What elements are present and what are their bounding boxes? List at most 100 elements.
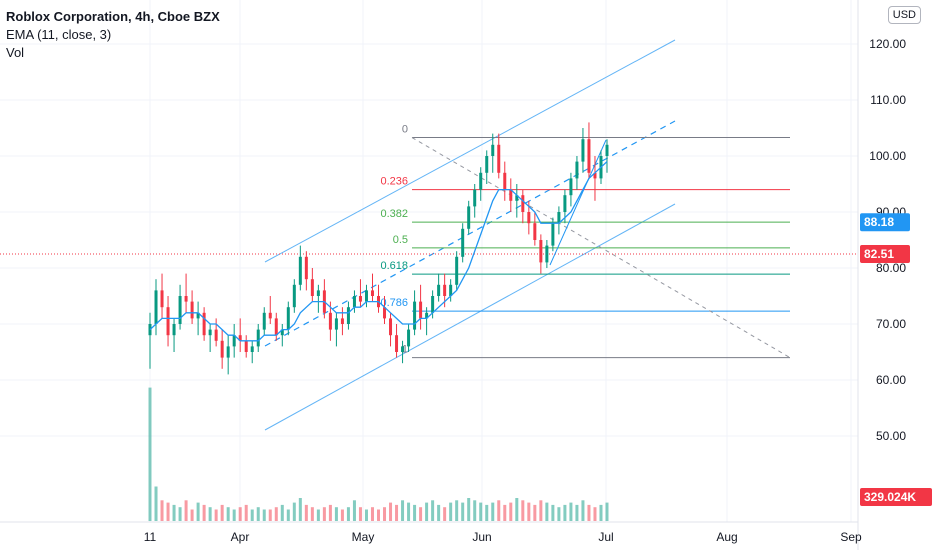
volume-bar xyxy=(497,500,501,521)
candle-body xyxy=(268,312,272,319)
candle-body xyxy=(364,290,368,302)
candle-body xyxy=(461,228,465,257)
price-badge-label: 88.18 xyxy=(864,215,894,229)
chart-legend: Roblox Corporation, 4h, Cboe BZX EMA (11… xyxy=(6,8,220,62)
volume-bar xyxy=(178,507,182,521)
candle-body xyxy=(190,301,194,319)
volume-bar xyxy=(551,504,555,521)
trend-channel-line[interactable] xyxy=(264,203,676,431)
volume-bar xyxy=(298,498,302,521)
fib-level-label: 0.382 xyxy=(380,208,408,220)
volume-indicator-label[interactable]: Vol xyxy=(6,45,25,60)
candle-body xyxy=(479,172,483,190)
candle-body xyxy=(467,206,471,229)
candle-body xyxy=(593,172,597,179)
candle-body xyxy=(202,312,206,336)
candle-body xyxy=(437,284,441,296)
candle-body xyxy=(262,312,266,330)
candle-body xyxy=(154,290,158,324)
volume-bar xyxy=(244,504,248,521)
volume-bar xyxy=(172,504,176,521)
volume-bar xyxy=(166,502,170,521)
time-tick-label: May xyxy=(352,530,375,544)
fib-level-label: 0.618 xyxy=(380,260,408,272)
price-badge-label: 82.51 xyxy=(864,247,894,261)
volume-bar xyxy=(232,509,236,521)
candle-body xyxy=(250,346,254,352)
candle-body xyxy=(340,318,344,324)
volume-bar xyxy=(527,502,531,521)
volume-bar xyxy=(569,502,573,521)
volume-bar xyxy=(383,507,387,521)
candle-body xyxy=(443,284,447,296)
candle-body xyxy=(232,335,236,347)
candle-body xyxy=(328,312,332,330)
candle-body xyxy=(407,329,411,347)
price-tick-label: 100.00 xyxy=(869,149,906,163)
volume-bar xyxy=(563,504,567,521)
fib-level-label: 0.786 xyxy=(380,297,408,309)
volume-bar xyxy=(214,509,218,521)
fib-trend-line[interactable] xyxy=(411,137,791,359)
candle-body xyxy=(389,318,393,336)
volume-bar xyxy=(280,504,284,521)
trend-channel-midline[interactable] xyxy=(264,120,676,347)
volume-bar xyxy=(407,502,411,521)
candle-body xyxy=(425,312,429,319)
candle-body xyxy=(310,279,314,296)
symbol-title[interactable]: Roblox Corporation, 4h, Cboe BZX xyxy=(6,9,220,24)
volume-bar xyxy=(503,504,507,521)
volume-bar xyxy=(515,498,519,521)
volume-bar xyxy=(413,504,417,521)
candle-body xyxy=(575,161,579,179)
volume-bar xyxy=(557,507,561,521)
volume-bar xyxy=(395,504,399,521)
volume-bar xyxy=(268,509,272,521)
candle-body xyxy=(244,340,248,352)
candle-body xyxy=(557,212,561,224)
candle-body xyxy=(431,296,435,313)
time-tick-label: Aug xyxy=(716,530,737,544)
candle-body xyxy=(220,340,224,358)
short-trend-line[interactable] xyxy=(549,139,607,266)
candle-body xyxy=(316,290,320,296)
volume-bar xyxy=(377,509,380,521)
volume-bar xyxy=(485,504,489,521)
candle-body xyxy=(292,284,296,308)
volume-bar xyxy=(148,387,152,521)
candle-body xyxy=(401,346,405,352)
fib-level-label: 0.236 xyxy=(380,176,408,188)
volume-bar xyxy=(250,509,254,521)
fib-level-label: 1 xyxy=(402,344,408,356)
volume-bar xyxy=(256,507,260,521)
price-tick-label: 120.00 xyxy=(869,37,906,51)
volume-bar xyxy=(184,500,188,521)
candle-body xyxy=(581,139,585,162)
volume-bar xyxy=(461,502,465,521)
currency-button[interactable]: USD xyxy=(887,6,921,24)
ema-indicator-label[interactable]: EMA (11, close, 3) xyxy=(6,27,112,42)
volume-bar xyxy=(575,504,579,521)
volume-bar xyxy=(581,500,585,521)
fib-level-label: 0 xyxy=(402,124,408,136)
price-tick-label: 110.00 xyxy=(870,93,906,107)
candle-body xyxy=(256,329,260,347)
volume-bar xyxy=(352,500,356,521)
volume-bar xyxy=(304,504,308,521)
volume-bar xyxy=(437,504,441,521)
volume-bar xyxy=(322,507,326,521)
candle-body xyxy=(280,329,284,336)
candle-body xyxy=(226,346,230,358)
volume-bar xyxy=(473,500,477,521)
volume-bar xyxy=(316,509,320,521)
candle-body xyxy=(413,301,417,330)
candle-body xyxy=(346,307,350,324)
candle-body xyxy=(208,329,212,336)
trend-channel-line[interactable] xyxy=(264,39,676,263)
volume-bar xyxy=(196,502,200,521)
volume-bar xyxy=(605,502,609,521)
candle-body xyxy=(274,318,278,336)
candle-body xyxy=(497,144,501,173)
